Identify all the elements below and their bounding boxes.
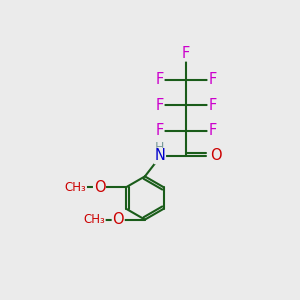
Text: F: F: [155, 72, 164, 87]
Text: F: F: [182, 46, 190, 61]
Text: F: F: [155, 98, 164, 112]
Text: O: O: [94, 180, 105, 195]
Text: F: F: [208, 72, 217, 87]
Text: N: N: [154, 148, 165, 164]
Text: O: O: [112, 212, 124, 227]
Text: CH₃: CH₃: [64, 181, 86, 194]
Text: F: F: [208, 123, 217, 138]
Text: H: H: [155, 141, 165, 154]
Text: F: F: [155, 123, 164, 138]
Text: F: F: [208, 98, 217, 112]
Text: O: O: [210, 148, 222, 164]
Text: CH₃: CH₃: [83, 213, 105, 226]
